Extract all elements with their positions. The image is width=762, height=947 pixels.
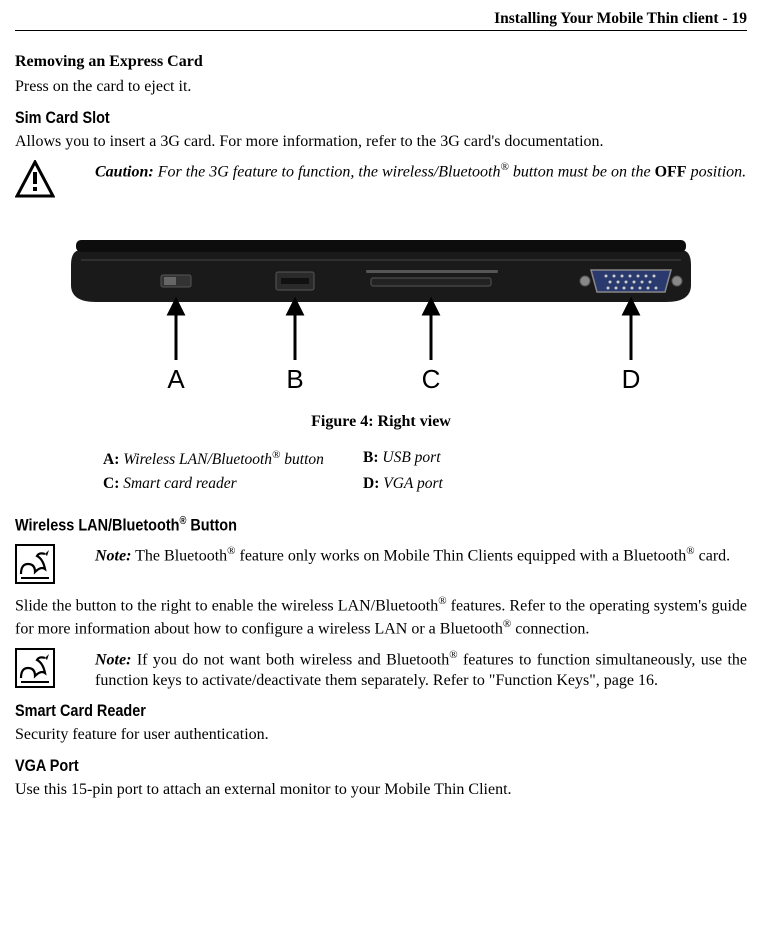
reg-mark: ®	[179, 515, 186, 527]
figure-legend: A: Wireless LAN/Bluetooth® button B: USB…	[103, 449, 623, 493]
note2-body-1: If you do not want both wireless and Blu…	[131, 651, 449, 668]
section-sim-card-slot-body: Allows you to insert a 3G card. For more…	[15, 131, 747, 153]
label-d: D	[622, 364, 641, 394]
caution-block: Caution: For the 3G feature to function,…	[15, 160, 747, 200]
legend-b-key: B:	[363, 449, 379, 466]
label-c: C	[422, 364, 441, 394]
figure-caption: Figure 4: Right view	[15, 413, 747, 431]
caution-icon	[15, 160, 55, 200]
section-smart-card-body: Security feature for user authentication…	[15, 724, 747, 746]
note1-body-3: card.	[695, 547, 731, 564]
section-vga-port-title: VGA Port	[15, 756, 637, 776]
label-b: B	[286, 364, 303, 394]
section-wireless-bt-title: Wireless LAN/Bluetooth® Button	[15, 515, 637, 536]
legend-c-val: Smart card reader	[119, 475, 236, 492]
reg-mark: ®	[438, 595, 446, 607]
legend-b-val: USB port	[379, 449, 441, 466]
note-2-text: Note: If you do not want both wireless a…	[95, 648, 747, 692]
page-header: Installing Your Mobile Thin client - 19	[15, 10, 747, 31]
legend-d-val: VGA port	[379, 475, 442, 492]
caution-lead: Caution:	[95, 164, 154, 181]
note-block-1: Note: The Bluetooth® feature only works …	[15, 544, 747, 584]
section-removing-express-card-title: Removing an Express Card	[15, 53, 747, 71]
note1-body-2: feature only works on Mobile Thin Client…	[236, 547, 687, 564]
sec3-body-1: Slide the button to the right to enable …	[15, 597, 438, 614]
caution-off: OFF	[655, 164, 687, 181]
reg-mark: ®	[503, 618, 511, 630]
note1-lead: Note:	[95, 547, 131, 564]
legend-d: D: VGA port	[363, 475, 623, 493]
sec3-body-3: connection.	[511, 620, 589, 637]
caution-body-3: position.	[687, 164, 747, 181]
wireless-title-pre: Wireless LAN/Bluetooth	[15, 516, 179, 535]
wireless-title-post: Button	[186, 516, 237, 535]
note2-lead: Note:	[95, 651, 131, 668]
note-icon	[15, 648, 55, 688]
legend-a: A: Wireless LAN/Bluetooth® button	[103, 449, 363, 469]
section-vga-port-body: Use this 15-pin port to attach an extern…	[15, 779, 747, 801]
legend-b: B: USB port	[363, 449, 623, 469]
note-1-text: Note: The Bluetooth® feature only works …	[95, 544, 730, 566]
reg-mark: ®	[449, 649, 457, 661]
legend-d-key: D:	[363, 475, 379, 492]
section-sim-card-slot-title: Sim Card Slot	[15, 108, 637, 128]
section-smart-card-title: Smart Card Reader	[15, 701, 637, 721]
note-icon	[15, 544, 55, 584]
label-a: A	[167, 364, 185, 394]
caution-body-2: button must be on the	[509, 164, 655, 181]
legend-a-val-pre: Wireless LAN/Bluetooth	[119, 451, 272, 468]
note-block-2: Note: If you do not want both wireless a…	[15, 648, 747, 692]
caution-text: Caution: For the 3G feature to function,…	[95, 160, 746, 182]
section-removing-express-card-body: Press on the card to eject it.	[15, 76, 747, 98]
reg-mark: ®	[500, 161, 508, 173]
section-wireless-bt-body: Slide the button to the right to enable …	[15, 594, 747, 640]
figure-right-view: A B C D	[15, 230, 747, 405]
caution-body-1: For the 3G feature to function, the wire…	[154, 164, 501, 181]
laptop-side-illustration: A B C D	[61, 230, 701, 400]
legend-c-key: C:	[103, 475, 119, 492]
reg-mark: ®	[686, 545, 694, 557]
note1-body-1: The Bluetooth	[131, 547, 227, 564]
legend-a-key: A:	[103, 451, 119, 468]
legend-c: C: Smart card reader	[103, 475, 363, 493]
reg-mark: ®	[227, 545, 235, 557]
legend-a-val-post: button	[280, 451, 324, 468]
